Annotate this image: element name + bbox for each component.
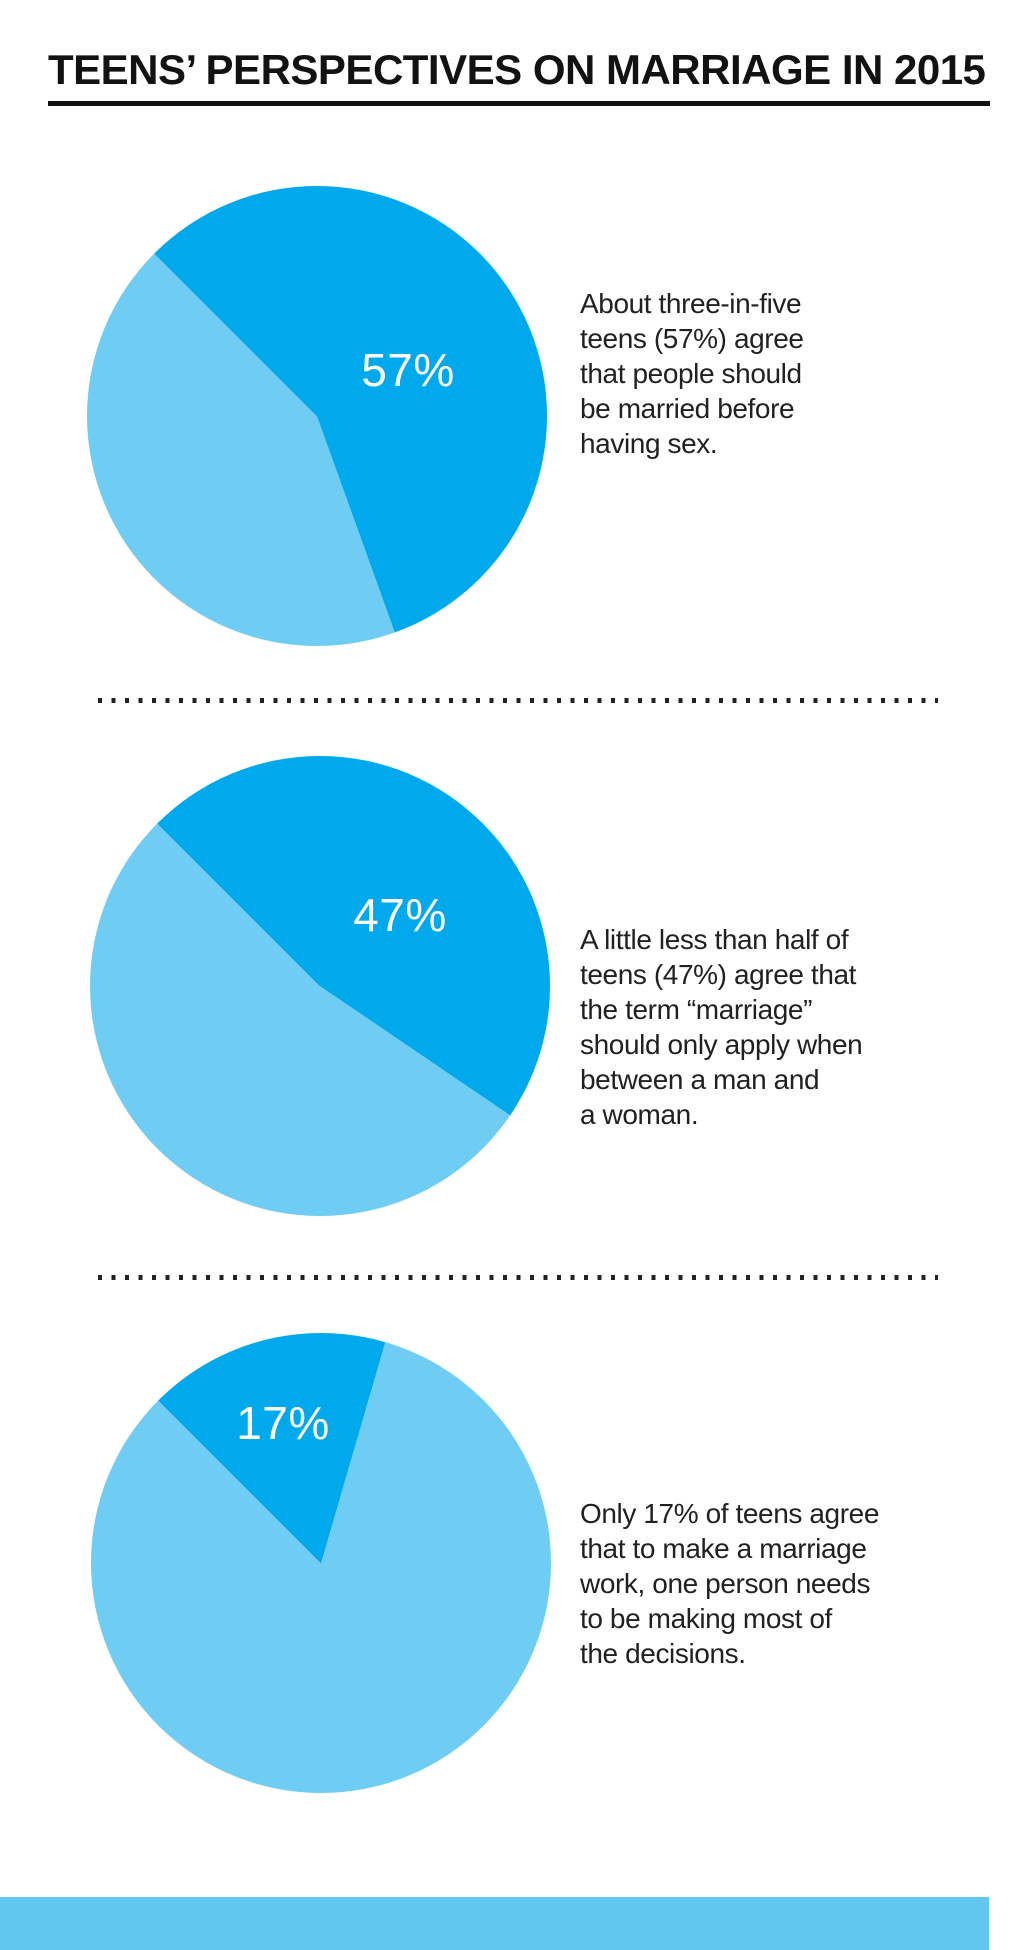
stat-caption: Only 17% of teens agree that to make a m… [580, 1498, 879, 1669]
footer-accent-bar [0, 1897, 989, 1950]
dotted-separator [98, 1275, 938, 1280]
pie-data-label: 17% [236, 1397, 330, 1449]
stat-caption: A little less than half of teens (47%) a… [580, 924, 863, 1130]
pie-data-label: 57% [361, 344, 455, 396]
pie-chart-marriage-definition: 47% [90, 756, 550, 1216]
dotted-separator [98, 698, 938, 703]
page-title: TEENS’ PERSPECTIVES ON MARRIAGE IN 2015 [48, 46, 986, 93]
header: TEENS’ PERSPECTIVES ON MARRIAGE IN 2015 [48, 48, 990, 106]
stat-caption: About three-in-five teens (57%) agree th… [580, 288, 804, 459]
pie-data-label: 47% [353, 889, 447, 941]
pie-chart-one-person-decisions: 17% [91, 1333, 551, 1793]
pie-chart-married-before-sex: 57% [87, 186, 547, 646]
